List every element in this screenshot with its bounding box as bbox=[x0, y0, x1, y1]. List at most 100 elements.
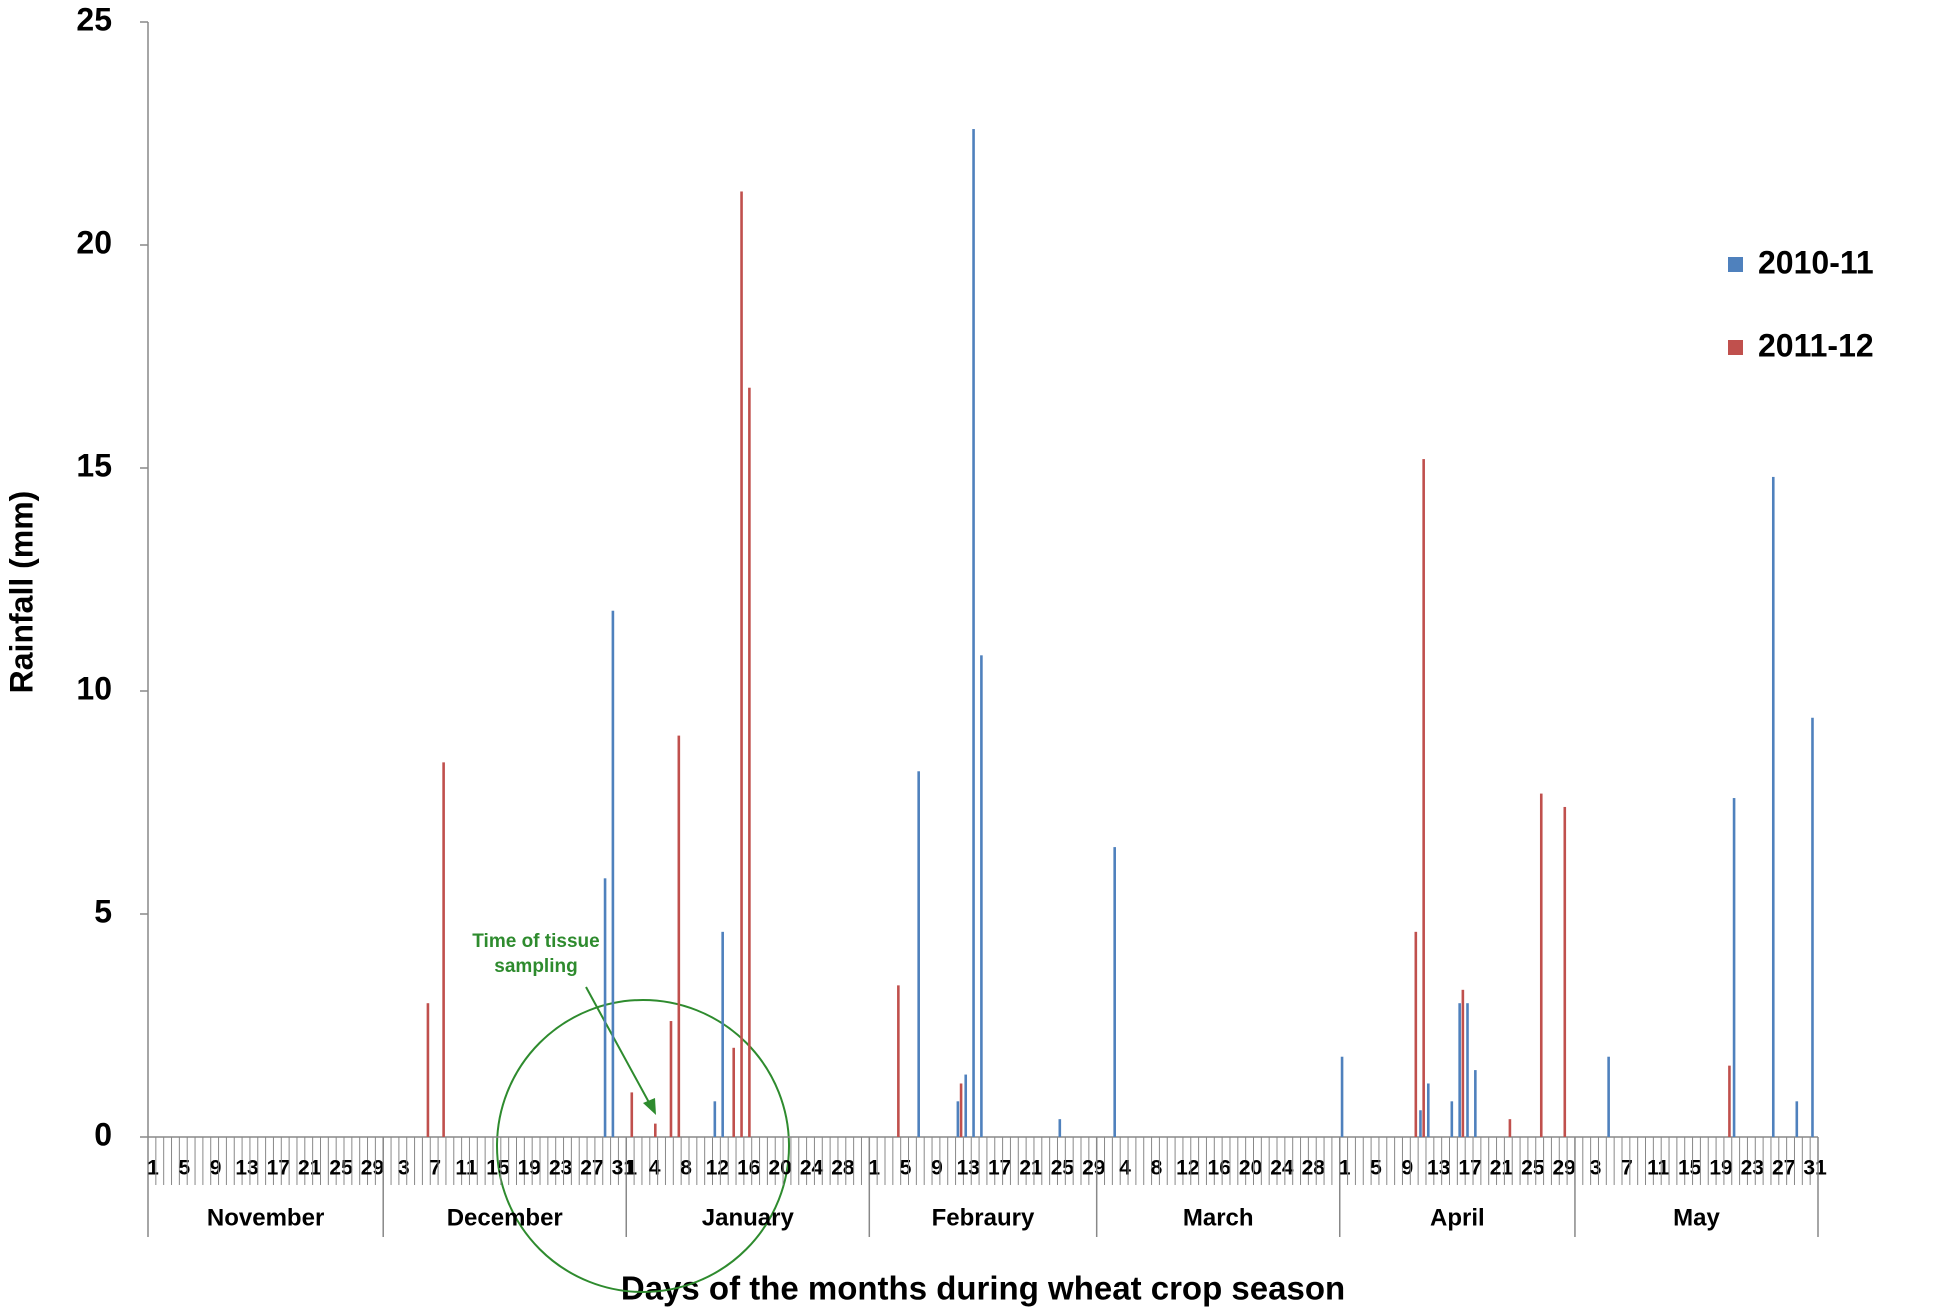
x-tick-label: 27 bbox=[1772, 1157, 1795, 1180]
x-tick-label: 24 bbox=[800, 1157, 824, 1180]
x-tick-label: 25 bbox=[1051, 1157, 1075, 1180]
bar bbox=[1419, 1110, 1422, 1137]
x-tick-label: 20 bbox=[768, 1157, 791, 1180]
bar bbox=[1811, 717, 1814, 1137]
bar bbox=[1422, 459, 1425, 1138]
x-tick-label: 1 bbox=[868, 1157, 880, 1180]
legend-label: 2011-12 bbox=[1758, 327, 1874, 363]
x-tick-label: 20 bbox=[1239, 1157, 1262, 1180]
bar bbox=[1340, 1056, 1344, 1137]
x-tick-label: 9 bbox=[210, 1157, 222, 1180]
bar bbox=[669, 1021, 673, 1137]
month-label: March bbox=[1183, 1204, 1254, 1231]
x-tick-label: 17 bbox=[267, 1157, 290, 1180]
bar bbox=[1414, 931, 1418, 1137]
bar bbox=[917, 771, 920, 1137]
bar bbox=[1607, 1056, 1610, 1137]
month-label: January bbox=[702, 1204, 795, 1231]
annotation: sampling bbox=[494, 956, 577, 977]
x-tick-label: 9 bbox=[931, 1157, 943, 1180]
x-tick-label: 7 bbox=[429, 1157, 441, 1180]
x-tick-label: 8 bbox=[680, 1157, 692, 1180]
bar bbox=[442, 762, 445, 1137]
x-tick-label: 16 bbox=[1208, 1157, 1231, 1180]
bar bbox=[964, 1074, 968, 1137]
annotation-arrow bbox=[585, 986, 653, 1109]
legend-label: 2010-11 bbox=[1758, 244, 1874, 280]
x-tick-label: 12 bbox=[706, 1157, 729, 1180]
bar bbox=[1058, 1119, 1062, 1137]
month-label: May bbox=[1673, 1204, 1720, 1231]
bar bbox=[1728, 1065, 1731, 1137]
y-tick-label: 20 bbox=[76, 224, 112, 260]
bar bbox=[630, 1092, 634, 1137]
y-tick-label: 15 bbox=[76, 447, 112, 483]
x-tick-label: 15 bbox=[1678, 1157, 1702, 1180]
x-tick-label: 24 bbox=[1270, 1157, 1294, 1180]
bar bbox=[897, 985, 900, 1137]
bar bbox=[1539, 793, 1543, 1137]
x-tick-label: 19 bbox=[1709, 1157, 1732, 1180]
bar bbox=[603, 878, 607, 1137]
bar bbox=[748, 387, 751, 1138]
x-tick-label: 11 bbox=[1647, 1157, 1670, 1180]
x-tick-label: 1 bbox=[1339, 1157, 1351, 1180]
arrow-head bbox=[643, 1098, 656, 1115]
highlight-circle bbox=[496, 999, 790, 1293]
x-tick-label: 11 bbox=[455, 1157, 478, 1180]
x-tick-label: 5 bbox=[1370, 1157, 1382, 1180]
x-tick-label: 17 bbox=[1458, 1157, 1481, 1180]
bar bbox=[1732, 798, 1736, 1137]
x-tick-label: 28 bbox=[1302, 1157, 1326, 1180]
bar bbox=[959, 1083, 963, 1137]
x-tick-label: 3 bbox=[1590, 1157, 1602, 1180]
bar bbox=[1461, 989, 1465, 1137]
y-tick-label: 5 bbox=[94, 893, 112, 929]
x-tick-label: 29 bbox=[1082, 1157, 1105, 1180]
x-tick-label: 12 bbox=[1176, 1157, 1199, 1180]
month-label: November bbox=[207, 1204, 324, 1231]
y-tick-label: 10 bbox=[76, 670, 112, 706]
x-tick-label: 31 bbox=[1803, 1157, 1827, 1180]
y-tick-label: 25 bbox=[76, 1, 112, 37]
y-axis-title: Rainfall (mm) bbox=[3, 491, 39, 694]
bar bbox=[1427, 1083, 1430, 1137]
x-tick-label: 25 bbox=[1521, 1157, 1545, 1180]
x-tick-label: 31 bbox=[612, 1157, 636, 1180]
x-tick-label: 7 bbox=[1621, 1157, 1633, 1180]
x-tick-label: 19 bbox=[518, 1157, 541, 1180]
bar bbox=[1458, 1003, 1461, 1137]
x-tick-label: 21 bbox=[1490, 1157, 1514, 1180]
x-tick-label: 21 bbox=[298, 1157, 322, 1180]
x-tick-label: 17 bbox=[988, 1157, 1011, 1180]
x-tick-label: 25 bbox=[329, 1157, 353, 1180]
x-tick-label: 23 bbox=[1741, 1157, 1764, 1180]
x-tick-label: 28 bbox=[831, 1157, 855, 1180]
x-tick-label: 1 bbox=[147, 1157, 159, 1180]
bar bbox=[1450, 1101, 1454, 1137]
x-tick-label: 8 bbox=[1151, 1157, 1163, 1180]
bar bbox=[426, 1003, 430, 1137]
x-tick-label: 27 bbox=[580, 1157, 603, 1180]
legend-swatch bbox=[1728, 340, 1743, 355]
month-label: Febraury bbox=[932, 1204, 1035, 1231]
x-tick-label: 13 bbox=[235, 1157, 258, 1180]
bar bbox=[721, 931, 724, 1137]
x-tick-label: 29 bbox=[1553, 1157, 1576, 1180]
x-tick-label: 16 bbox=[737, 1157, 760, 1180]
bar bbox=[732, 1047, 736, 1137]
month-label: December bbox=[447, 1204, 563, 1231]
x-tick-label: 29 bbox=[361, 1157, 384, 1180]
bar bbox=[1474, 1070, 1477, 1137]
x-tick-label: 5 bbox=[178, 1157, 190, 1180]
x-tick-label: 3 bbox=[398, 1157, 410, 1180]
x-axis-title: Days of the months during wheat crop sea… bbox=[621, 1270, 1345, 1307]
x-tick-label: 4 bbox=[649, 1157, 661, 1180]
bar bbox=[1771, 476, 1775, 1137]
bar bbox=[611, 610, 615, 1137]
x-tick-label: 21 bbox=[1019, 1157, 1043, 1180]
x-tick-label: 13 bbox=[1427, 1157, 1450, 1180]
bar bbox=[1795, 1101, 1799, 1137]
annotation: Time of tissue bbox=[472, 931, 599, 952]
